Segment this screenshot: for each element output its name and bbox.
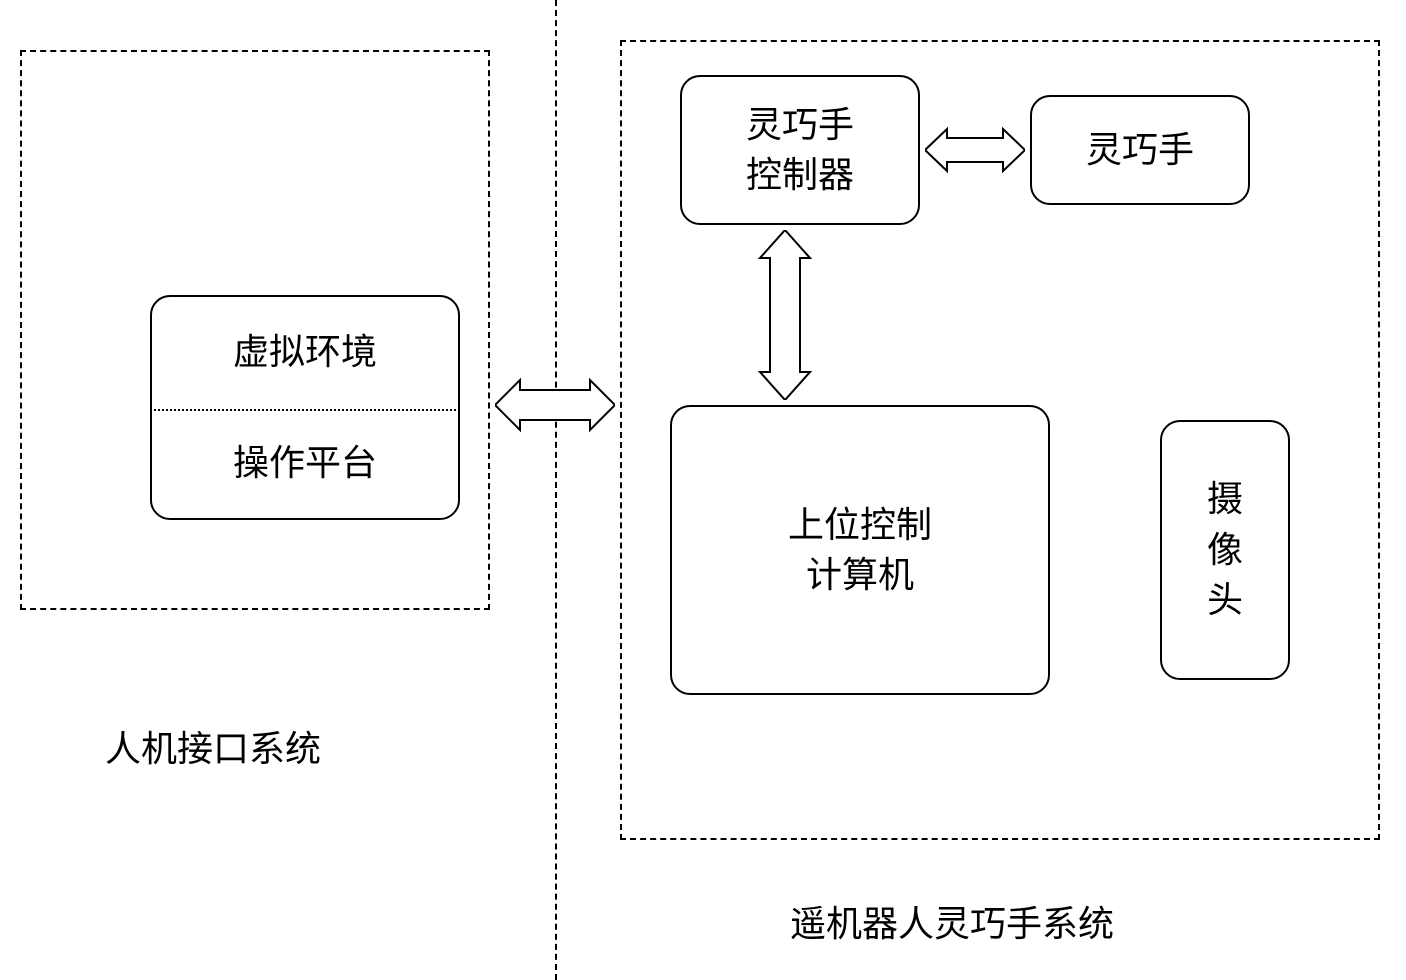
host-box: 上位控制 计算机 xyxy=(670,405,1050,695)
platform-divider xyxy=(154,409,456,411)
controller-hand-arrow-icon xyxy=(925,125,1025,175)
controller-host-arrow-icon xyxy=(755,230,815,400)
camera-line3: 头 xyxy=(1207,575,1243,625)
center-divider xyxy=(555,0,557,980)
operation-platform-text: 操作平台 xyxy=(152,408,458,519)
main-arrow-icon xyxy=(495,375,615,435)
virtual-env-text: 虚拟环境 xyxy=(152,297,458,408)
camera-line2: 像 xyxy=(1207,525,1243,575)
camera-box: 摄 像 头 xyxy=(1160,420,1290,680)
host-line2: 计算机 xyxy=(806,550,914,600)
platform-box: 虚拟环境 操作平台 xyxy=(150,295,460,520)
controller-line2: 控制器 xyxy=(746,150,854,200)
hand-text: 灵巧手 xyxy=(1086,125,1194,175)
right-system-title: 遥机器人灵巧手系统 xyxy=(790,895,1114,947)
camera-line1: 摄 xyxy=(1207,474,1243,524)
hand-box: 灵巧手 xyxy=(1030,95,1250,205)
controller-line1: 灵巧手 xyxy=(746,100,854,150)
controller-box: 灵巧手 控制器 xyxy=(680,75,920,225)
left-system-title: 人机接口系统 xyxy=(105,720,321,772)
host-line1: 上位控制 xyxy=(788,500,932,550)
